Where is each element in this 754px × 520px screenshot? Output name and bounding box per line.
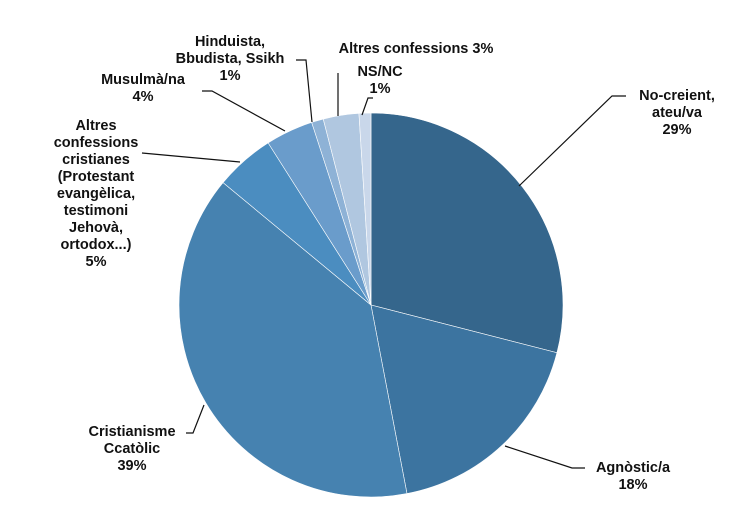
leader-line-hinduista bbox=[296, 59, 313, 123]
pie-slice bbox=[370, 112, 564, 354]
leader-line-agnostic bbox=[504, 445, 585, 469]
pie-slice bbox=[370, 304, 558, 494]
leader-line-altres-cristianes bbox=[141, 152, 241, 163]
leader-lines bbox=[141, 59, 626, 469]
label-altres: Altres confessions 3% bbox=[338, 41, 494, 57]
label-agnostic: Agnòstic/a 18% bbox=[595, 460, 671, 493]
leader-line-nsnc bbox=[361, 97, 373, 116]
label-hinduista: Hinduista, Bbudista, Ssikh 1% bbox=[175, 34, 285, 84]
leader-line-musulma bbox=[202, 90, 286, 132]
pie-slice bbox=[178, 182, 408, 498]
pie-slices bbox=[178, 112, 564, 498]
label-catolic: Cristianisme Ccatòlic 39% bbox=[88, 424, 176, 474]
label-altres-cristianes: Altres confessions cristianes (Protestan… bbox=[53, 118, 139, 270]
leader-line-no-creient bbox=[518, 95, 626, 187]
label-nsnc: NS/NC 1% bbox=[357, 64, 403, 97]
label-no-creient: No-creient, ateu/va 29% bbox=[639, 88, 715, 138]
pie-slice bbox=[358, 112, 372, 306]
leader-line-catolic bbox=[186, 404, 205, 434]
label-musulma: Musulmà/na 4% bbox=[101, 72, 185, 105]
